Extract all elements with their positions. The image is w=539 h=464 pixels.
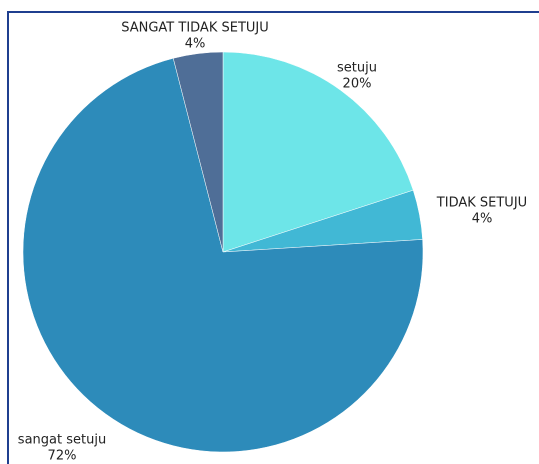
slice-value-label: 4% xyxy=(185,37,206,52)
slice-label: TIDAK SETUJU xyxy=(436,196,527,211)
slice-value-label: 72% xyxy=(48,449,77,464)
slice-value-label: 20% xyxy=(343,77,372,92)
frame xyxy=(7,11,539,464)
slice-label: sangat setuju xyxy=(18,433,106,448)
pie-slice xyxy=(172,51,224,253)
pie-slice xyxy=(22,57,424,453)
slice-label: setuju xyxy=(337,61,377,76)
pie-slice xyxy=(222,51,414,253)
slice-label: SANGAT TIDAK SETUJU xyxy=(121,21,269,36)
slice-value-label: 4% xyxy=(472,212,493,227)
